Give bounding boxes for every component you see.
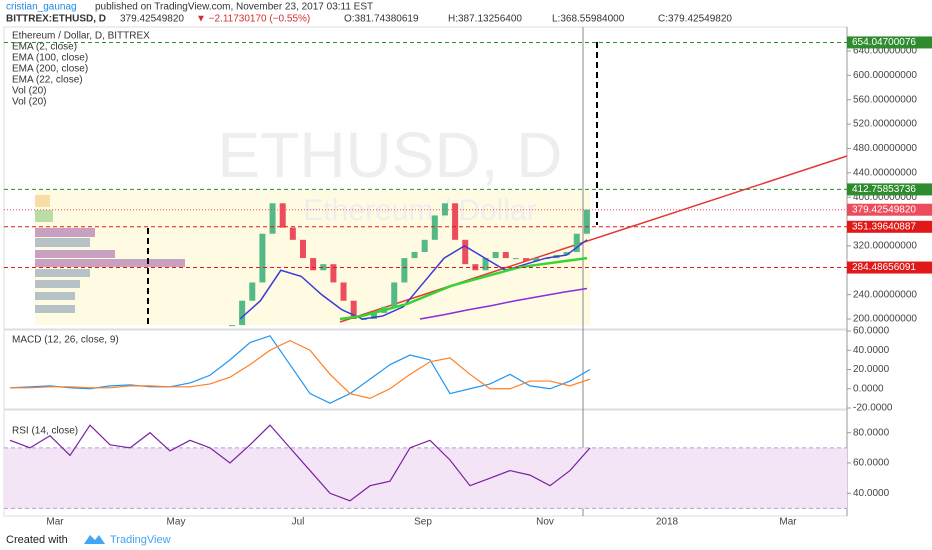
- published: published on TradingView.com, November 2…: [95, 2, 373, 13]
- candle: [391, 282, 398, 307]
- candle: [259, 233, 266, 283]
- candle: [573, 233, 580, 252]
- price-tick-label: 400.00000000: [853, 192, 917, 203]
- legend-entry: Vol (20): [12, 86, 46, 97]
- time-label: Sep: [414, 517, 432, 528]
- open: O:381.74380619: [344, 14, 419, 25]
- candle: [452, 203, 459, 240]
- ema-line: [239, 239, 588, 320]
- rsi-title: RSI (14, close): [12, 426, 78, 437]
- candle: [482, 258, 489, 271]
- symbol: BITTREX:ETHUSD, D: [6, 14, 106, 25]
- macd-tick-label: 60.0000: [853, 326, 890, 337]
- rsi-band: [4, 447, 847, 509]
- level-tag: [847, 220, 932, 233]
- rsi-tick-label: 40.0000: [853, 488, 890, 499]
- level-tag: [847, 203, 932, 216]
- price-tick-label: 560.00000000: [853, 94, 917, 105]
- macd-tick-label: 20.0000: [853, 364, 890, 375]
- candle: [289, 227, 296, 240]
- time-label: Nov: [536, 517, 554, 528]
- candle: [401, 258, 408, 283]
- trend-line: [339, 155, 848, 323]
- candle: [340, 282, 347, 301]
- candle: [330, 264, 337, 283]
- price-tick-label: 480.00000000: [853, 143, 917, 154]
- last: 379.42549820: [120, 14, 184, 25]
- candle: [249, 282, 256, 301]
- legend-entry: Ethereum / Dollar, D, BITTREX: [12, 31, 150, 42]
- price-tick-label: 520.00000000: [853, 119, 917, 130]
- low: L:368.55984000: [552, 14, 625, 25]
- price-tick-label: 240.00000000: [853, 289, 917, 300]
- candle: [320, 264, 327, 271]
- legend-entry: EMA (2, close): [12, 42, 77, 53]
- legend-entry: EMA (200, close): [12, 64, 88, 75]
- footer-brand[interactable]: TradingView: [110, 534, 171, 546]
- candle: [563, 252, 570, 256]
- candle: [279, 203, 286, 228]
- candle: [421, 239, 428, 252]
- ema-line: [339, 256, 588, 321]
- candle: [299, 239, 306, 259]
- author[interactable]: cristian_gaunag: [6, 2, 77, 13]
- candle: [502, 252, 509, 259]
- level-label: 379.42549820: [852, 204, 916, 215]
- macd-tick-label: -20.0000: [853, 403, 893, 414]
- high: H:387.13256400: [448, 14, 522, 25]
- rsi-tick-label: 60.0000: [853, 458, 890, 469]
- candle: [431, 215, 438, 240]
- level-label: 654.04700076: [852, 37, 916, 48]
- candle: [411, 252, 418, 259]
- price-tick-label: 440.00000000: [853, 167, 917, 178]
- candle: [229, 325, 235, 327]
- price-tick-label: 640.00000000: [853, 46, 917, 57]
- candle: [462, 239, 469, 265]
- candle: [239, 300, 246, 326]
- candle: [512, 258, 519, 260]
- watermark-symbol: ETHUSD, D: [218, 119, 563, 191]
- time-label: 2018: [656, 517, 679, 528]
- macd-tick-label: 40.0000: [853, 345, 890, 356]
- time-label: May: [167, 517, 186, 528]
- candle: [492, 252, 499, 259]
- level-label: 351.39640887: [852, 221, 916, 232]
- time-label: Mar: [779, 517, 797, 528]
- legend-entry: Vol (20): [12, 97, 46, 108]
- logo: [84, 535, 105, 544]
- macd-tick-label: 0.0000: [853, 383, 884, 394]
- rsi-line: [9, 424, 591, 502]
- candle: [310, 258, 317, 271]
- candle: [583, 209, 590, 234]
- candle: [523, 258, 530, 262]
- price-tick-label: 600.00000000: [853, 70, 917, 81]
- close: C:379.42549820: [658, 14, 732, 25]
- footer-created: Created with: [6, 534, 68, 546]
- level-tag: [847, 183, 932, 196]
- ema-line: [419, 287, 588, 320]
- change: ▼ −2.11730170 (−0.55%): [196, 14, 310, 25]
- macd-title: MACD (12, 26, close, 9): [12, 335, 119, 346]
- level-label: 412.75853736: [852, 184, 916, 195]
- candle: [441, 203, 448, 216]
- macd-line: [10, 339, 591, 400]
- legend-entry: EMA (22, close): [12, 75, 83, 86]
- volume-profile: [35, 195, 185, 313]
- candle: [533, 258, 540, 262]
- level-label: 284.48656091: [852, 262, 916, 273]
- price-tick-label: 320.00000000: [853, 241, 917, 252]
- candle: [350, 300, 357, 319]
- legend-entry: EMA (100, close): [12, 53, 88, 64]
- level-tag: [847, 261, 932, 274]
- candle: [269, 203, 276, 234]
- time-label: Jul: [292, 517, 305, 528]
- macd-line: [9, 335, 591, 404]
- price-tick-label: 200.00000000: [853, 314, 917, 325]
- candle: [370, 312, 377, 319]
- time-label: Mar: [46, 517, 64, 528]
- level-tag: [847, 36, 932, 49]
- watermark-name: Ethereum / Dollar: [303, 194, 536, 227]
- rsi-tick-label: 80.0000: [853, 427, 890, 438]
